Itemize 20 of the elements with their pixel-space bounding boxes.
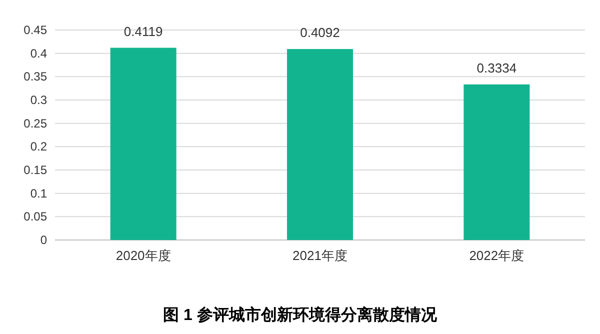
y-tick-label: 0.25 [24,116,48,130]
x-tick-label: 2021年度 [292,248,348,263]
data-label: 0.3334 [476,60,517,76]
y-tick-label: 0.35 [24,70,48,84]
y-tick-label: 0.2 [30,140,48,154]
y-tick-label: 0.15 [24,163,48,177]
data-label: 0.4119 [124,24,163,39]
y-tick-label: 0.1 [30,186,48,200]
bar [287,49,353,240]
bar [110,48,176,240]
y-tick-label: 0.05 [24,210,48,224]
x-tick-label: 2022年度 [469,248,524,263]
y-tick-label: 0 [40,233,48,247]
y-tick-label: 0.4 [30,46,48,60]
data-label: 0.4092 [300,25,340,40]
bar [464,84,530,240]
text: 图 1 参评城市创新环境得分离散度情况 [163,305,438,324]
y-tick-label: 0.3 [30,93,48,107]
x-tick-label: 2020年度 [116,248,171,263]
y-tick-label: 0.45 [24,23,48,37]
